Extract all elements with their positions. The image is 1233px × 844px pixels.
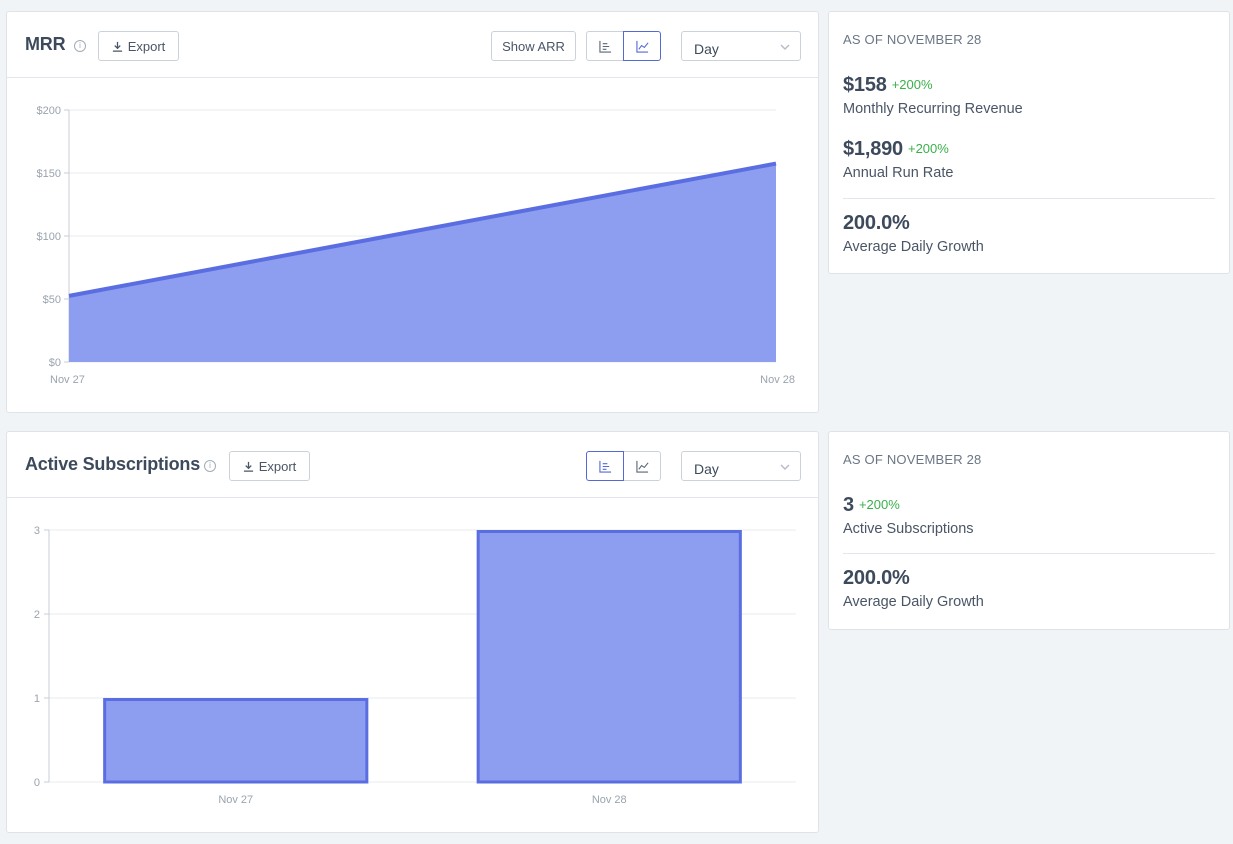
- y-tick-label: 2: [34, 609, 40, 621]
- y-tick-label: 1: [34, 693, 40, 705]
- subs-bar-view-button[interactable]: [586, 451, 624, 481]
- mrr-line: [68, 161, 777, 298]
- bar: [476, 530, 742, 784]
- bar: [103, 698, 369, 784]
- line-chart-icon: [635, 460, 649, 473]
- mrr-area: [69, 163, 776, 362]
- subs-bar-chart: 0 1 2 3 Nov 27 Nov 28: [34, 525, 796, 806]
- arr-value: $1,890: [843, 138, 903, 160]
- mrr-as-of-label: AS OF NOVEMBER 28: [843, 32, 982, 47]
- subs-stat: 3 +200% Active Subscriptions: [843, 494, 974, 537]
- export-label: Export: [127, 38, 166, 54]
- x-tick-label: Nov 28: [760, 374, 795, 386]
- stats-divider: [843, 198, 1215, 199]
- y-tick-label: 0: [34, 777, 40, 789]
- mrr-interval-select[interactable]: Day: [681, 31, 801, 61]
- mrr-area-chart: $0 $50 $100 $150 $200 Nov 27 Nov 28: [37, 105, 795, 386]
- chevron-down-icon: [780, 464, 790, 470]
- arr-label: Annual Run Rate: [843, 165, 954, 181]
- subs-growth-label: Average Daily Growth: [843, 594, 984, 610]
- mrr-bar-view-button[interactable]: [586, 31, 624, 61]
- mrr-growth-value: 200.0%: [843, 212, 910, 234]
- subs-value: 3: [843, 494, 854, 516]
- subs-title: Active Subscriptions: [25, 454, 201, 474]
- y-tick-label: $0: [49, 357, 61, 369]
- mrr-line-view-button[interactable]: [623, 31, 661, 61]
- mrr-view-toggle: [586, 31, 661, 61]
- y-tick-label: $50: [43, 294, 61, 306]
- subs-growth-value: 200.0%: [843, 567, 910, 589]
- mrr-stat: $158 +200% Monthly Recurring Revenue: [843, 74, 1023, 117]
- mrr-change-badge: +200%: [891, 77, 933, 92]
- mrr-export-button[interactable]: Export: [98, 31, 179, 61]
- bar-chart-icon: [598, 460, 611, 473]
- subs-export-button[interactable]: Export: [229, 451, 310, 481]
- download-icon: [243, 461, 253, 472]
- stats-divider: [843, 553, 1215, 554]
- y-tick-label: $200: [37, 105, 61, 117]
- chevron-down-icon: [780, 44, 790, 50]
- export-label: Export: [258, 458, 297, 474]
- subs-as-of-label: AS OF NOVEMBER 28: [843, 452, 982, 467]
- subs-chart-card: Active Subscriptions i Export Day 0 1 2 3 No…: [6, 431, 819, 833]
- mrr-stats-card: AS OF NOVEMBER 28 $158 +200% Monthly Recu…: [828, 11, 1230, 274]
- line-chart-icon: [635, 40, 649, 53]
- subs-label: Active Subscriptions: [843, 521, 974, 537]
- arr-stat: $1,890 +200% Annual Run Rate: [843, 138, 953, 181]
- mrr-value: $158: [843, 74, 887, 96]
- info-icon[interactable]: i: [74, 40, 86, 52]
- arr-change-badge: +200%: [907, 141, 949, 156]
- x-tick-label: Nov 27: [50, 374, 85, 386]
- mrr-label: Monthly Recurring Revenue: [843, 101, 1023, 117]
- y-tick-label: $100: [37, 231, 61, 243]
- show-arr-button[interactable]: Show ARR: [491, 31, 576, 61]
- subs-interval-select[interactable]: Day: [681, 451, 801, 481]
- subs-card-header: Active Subscriptions i Export Day: [7, 432, 818, 498]
- info-icon[interactable]: i: [204, 460, 216, 472]
- mrr-card-header: MRR i Export Show ARR Day: [7, 12, 818, 78]
- mrr-growth-label: Average Daily Growth: [843, 239, 984, 255]
- subs-view-toggle: [586, 451, 661, 481]
- subs-interval-value: Day: [694, 461, 719, 477]
- x-tick-label: Nov 28: [592, 794, 627, 806]
- bar-chart-icon: [598, 40, 611, 53]
- mrr-growth-stat: 200.0% Average Daily Growth: [843, 212, 984, 255]
- subs-change-badge: +200%: [858, 497, 900, 512]
- mrr-chart-card: MRR i Export Show ARR Day $0 $50 $100 $150 $…: [6, 11, 819, 413]
- mrr-interval-value: Day: [694, 41, 719, 57]
- y-tick-label: $150: [37, 168, 61, 180]
- x-tick-label: Nov 27: [218, 794, 253, 806]
- subs-growth-stat: 200.0% Average Daily Growth: [843, 567, 984, 610]
- download-icon: [112, 41, 122, 52]
- y-tick-label: 3: [34, 525, 40, 537]
- mrr-title: MRR: [25, 34, 66, 54]
- subs-stats-card: AS OF NOVEMBER 28 3 +200% Active Subscrip…: [828, 431, 1230, 630]
- subs-line-view-button[interactable]: [623, 451, 661, 481]
